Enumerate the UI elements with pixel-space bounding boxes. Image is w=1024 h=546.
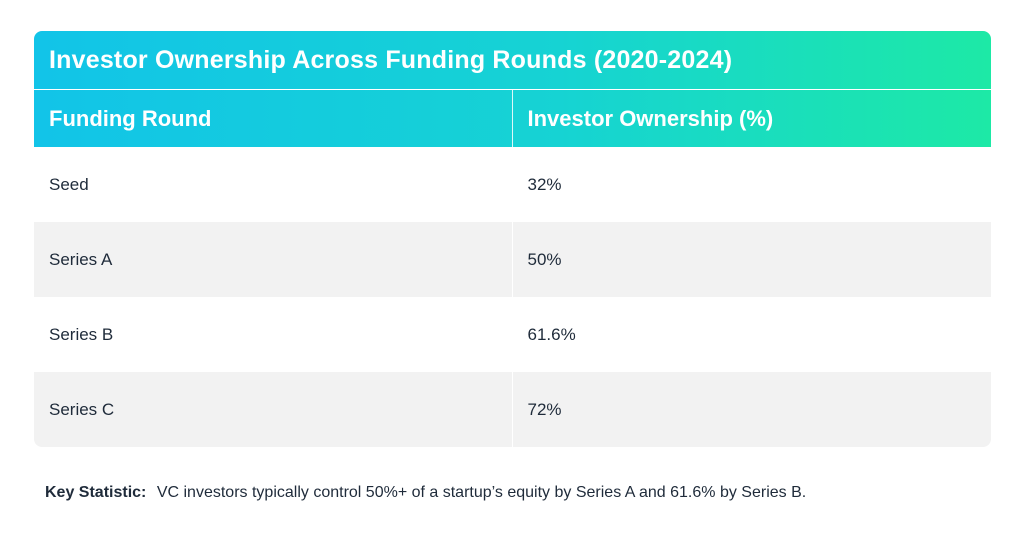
table-row: Seed 32% — [34, 147, 991, 222]
cell-round: Seed — [34, 147, 512, 222]
cell-ownership: 72% — [511, 372, 991, 447]
table-title: Investor Ownership Across Funding Rounds… — [34, 31, 991, 89]
ownership-table-card: Investor Ownership Across Funding Rounds… — [34, 31, 991, 447]
table-row: Series A 50% — [34, 222, 991, 297]
key-statistic-label: Key Statistic: — [45, 484, 147, 501]
cell-ownership: 61.6% — [511, 297, 991, 372]
table-header-row: Funding Round Investor Ownership (%) — [34, 89, 991, 147]
cell-round: Series B — [34, 297, 512, 372]
ownership-table: Funding Round Investor Ownership (%) See… — [34, 89, 991, 447]
cell-ownership: 50% — [511, 222, 991, 297]
table-row: Series C 72% — [34, 372, 991, 447]
cell-round: Series C — [34, 372, 512, 447]
cell-ownership: 32% — [511, 147, 991, 222]
column-header-funding-round: Funding Round — [34, 89, 512, 147]
table-row: Series B 61.6% — [34, 297, 991, 372]
cell-round: Series A — [34, 222, 512, 297]
key-statistic-text: VC investors typically control 50%+ of a… — [156, 484, 807, 501]
key-statistic-note: Key Statistic: VC investors typically co… — [45, 484, 806, 502]
column-header-investor-ownership: Investor Ownership (%) — [511, 89, 991, 147]
